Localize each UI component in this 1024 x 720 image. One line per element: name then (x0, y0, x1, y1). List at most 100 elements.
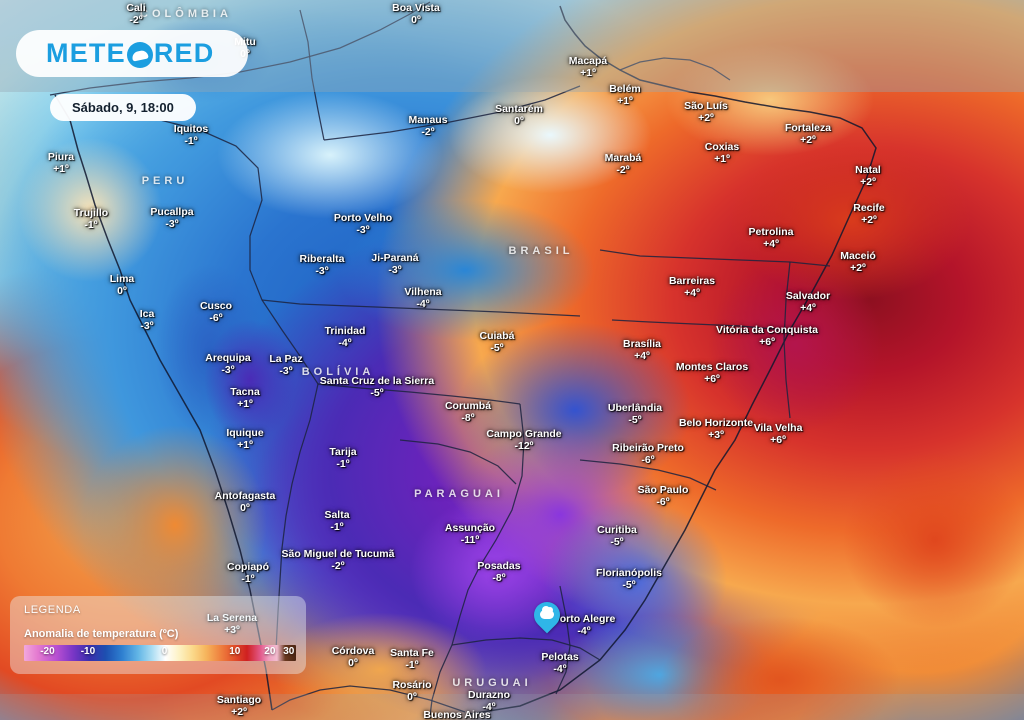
logo-text-left: METE (46, 38, 126, 68)
city-temperature-anomaly: +4º (800, 302, 816, 315)
meteored-logo[interactable]: METE RED (16, 30, 249, 77)
city-label: Rosário 0º (392, 679, 431, 703)
city-name: Tarija (329, 446, 357, 458)
city-temperature-anomaly: -1º (336, 458, 350, 471)
city-label: Riberalta -3º (300, 253, 345, 277)
city-name: Belo Horizonte (678, 417, 754, 429)
city-label: Trujillo -1º (74, 207, 108, 231)
city-name: Rosário (392, 679, 432, 691)
city-name: Porto Alegre (552, 613, 616, 625)
city-temperature-anomaly: -5º (622, 579, 636, 592)
city-temperature-anomaly: +1º (237, 398, 253, 411)
city-name: Campo Grande (486, 428, 562, 440)
city-temperature-anomaly: -3º (140, 320, 154, 333)
city-label: Pucallpa -3º (150, 206, 193, 230)
legend-tick: 0 (161, 646, 168, 657)
city-name: Marabá (604, 152, 642, 164)
city-temperature-anomaly: -5º (370, 387, 384, 400)
city-label: Assunção -11º (445, 522, 495, 546)
city-name: Santiago (216, 694, 262, 706)
city-temperature-anomaly: +2º (800, 134, 816, 147)
city-name: Antofagasta (214, 490, 276, 502)
city-temperature-anomaly: -3º (315, 265, 329, 278)
legend-subtitle: Anomalia de temperatura (ºC) (24, 628, 179, 640)
city-label: Fortaleza +2º (785, 122, 831, 146)
city-label: Ica -3º (140, 308, 155, 332)
country-label: BOLÍVIA (301, 366, 375, 378)
city-name: Cuiabá (479, 330, 515, 342)
city-name: La Serena (206, 612, 258, 624)
city-name: Recife (853, 202, 885, 214)
city-label: Ji-Paraná -3º (371, 252, 418, 276)
city-temperature-anomaly: -2º (331, 560, 345, 573)
city-temperature-anomaly: -3º (165, 218, 179, 231)
city-label: Uberlândia -5º (608, 402, 662, 426)
city-label: Cali -2º (126, 2, 145, 26)
map-pin-cloud-icon[interactable] (528, 596, 566, 636)
city-name: Ji-Paraná (371, 252, 419, 264)
legend-panel[interactable]: LEGENDA Anomalia de temperatura (ºC) -20… (10, 596, 306, 674)
city-name: Vitória da Conquista (716, 324, 818, 336)
city-temperature-anomaly: +6º (704, 373, 720, 386)
city-label: Ribeirão Preto -6º (612, 442, 684, 466)
city-name: Assunção (444, 522, 496, 534)
city-temperature-anomaly: -6º (641, 454, 655, 467)
city-label: Iquitos -1º (174, 123, 208, 147)
city-label: La Serena +3º (207, 612, 257, 636)
city-temperature-anomaly: +1º (617, 95, 633, 108)
city-temperature-anomaly: +6º (770, 434, 786, 447)
city-label: São Luís +2º (684, 100, 728, 124)
city-name: Piura (47, 151, 75, 163)
city-temperature-anomaly: +4º (763, 238, 779, 251)
city-label: Trinidad -4º (325, 325, 366, 349)
city-temperature-anomaly: +1º (580, 67, 596, 80)
city-label: Arequipa -3º (205, 352, 251, 376)
city-name: Curitiba (597, 524, 637, 536)
city-temperature-anomaly: +4º (634, 350, 650, 363)
city-temperature-anomaly: -3º (221, 364, 235, 377)
city-temperature-anomaly: +3º (224, 624, 240, 637)
legend-colorbar (24, 645, 296, 661)
city-temperature-anomaly: +2º (861, 214, 877, 227)
city-name: Salta (324, 509, 350, 521)
legend-scale: -20 -10 0 10 20 30 (24, 645, 296, 661)
city-label: Cuiabá -5º (479, 330, 514, 354)
city-label: Vitória da Conquista +6º (716, 324, 818, 348)
country-label: URUGUAI (452, 677, 532, 689)
city-temperature-anomaly: -5º (610, 536, 624, 549)
city-label: Montes Claros +6º (676, 361, 748, 385)
city-label: Manaus -2º (408, 114, 447, 138)
city-name: Barreiras (668, 275, 716, 287)
city-temperature-anomaly: -3º (279, 365, 293, 378)
city-temperature-anomaly: +2º (698, 112, 714, 125)
city-name: Vila Velha (753, 422, 803, 434)
city-label: Vila Velha +6º (754, 422, 803, 446)
city-name: Santarém (495, 103, 543, 115)
date-badge[interactable]: Sábado, 9, 18:00 (50, 94, 196, 121)
city-temperature-anomaly: -6º (209, 312, 223, 325)
legend-tick: 10 (229, 646, 241, 657)
city-label: Cusco -6º (200, 300, 232, 324)
city-name: Copiapó (227, 561, 269, 573)
city-temperature-anomaly: +6º (759, 336, 775, 349)
city-label: Santiago +2º (217, 694, 261, 718)
city-label: Tarija -1º (329, 446, 356, 470)
city-temperature-anomaly: 0º (514, 115, 524, 128)
city-label: Santa Cruz de la Sierra -5º (320, 375, 434, 399)
city-name: São Miguel de Tucumã (281, 548, 395, 560)
city-label: La Paz -3º (269, 353, 302, 377)
city-name: Petrolina (748, 226, 794, 238)
city-name: Salvador (785, 290, 831, 302)
city-name: Fortaleza (784, 122, 832, 134)
city-name: Trinidad (324, 325, 366, 337)
city-label: Macapá +1º (569, 55, 608, 79)
city-name: Arequipa (205, 352, 251, 364)
cloud-icon (540, 606, 554, 619)
city-temperature-anomaly: -4º (338, 337, 352, 350)
city-temperature-anomaly: -2º (616, 164, 630, 177)
city-name: Corumbá (444, 400, 492, 412)
city-label: Porto Velho -3º (334, 212, 392, 236)
